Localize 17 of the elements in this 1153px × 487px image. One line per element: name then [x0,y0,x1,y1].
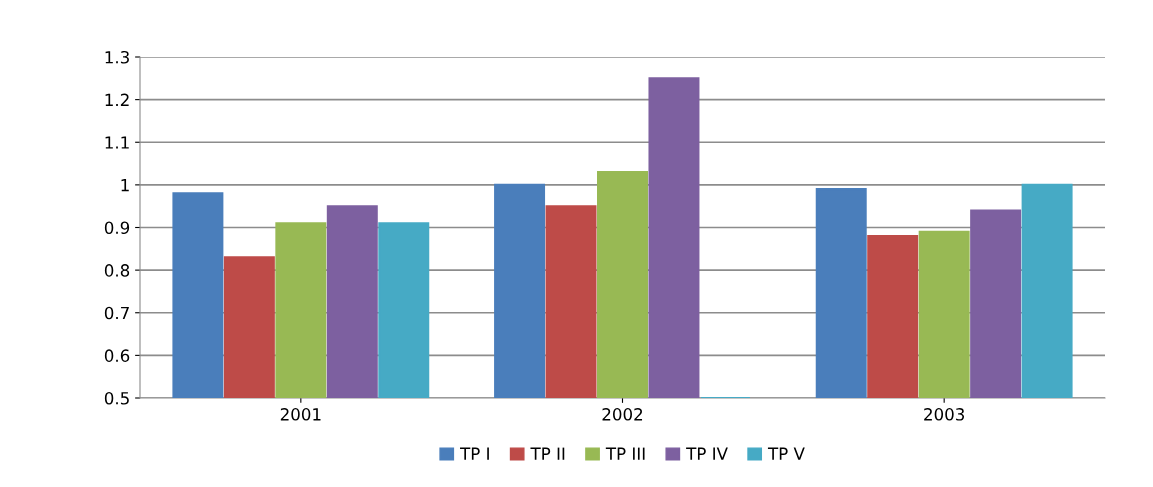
x-tick-label: 2003 [924,408,965,421]
legend-label: TP V [767,447,805,460]
y-tick-label: 1 [121,179,129,192]
y-tick-label: 0.5 [104,391,129,405]
y-tick-label: 1.1 [105,136,129,149]
legend-label: TP IV [686,447,728,460]
x-tick-label: 2001 [280,408,321,421]
y-tick-label: 0.9 [104,221,130,235]
y-tick-label: 1.3 [105,50,129,64]
legend-label: TP I [460,447,489,460]
legend-label: TP III [605,447,645,460]
y-tick-label: 0.6 [104,349,130,362]
y-tick-label: 0.7 [104,306,129,320]
y-tick-label: 1.2 [105,93,129,106]
legend-label: TP II [530,447,565,460]
x-tick-label: 2002 [602,408,643,421]
y-tick-label: 0.8 [104,264,130,277]
